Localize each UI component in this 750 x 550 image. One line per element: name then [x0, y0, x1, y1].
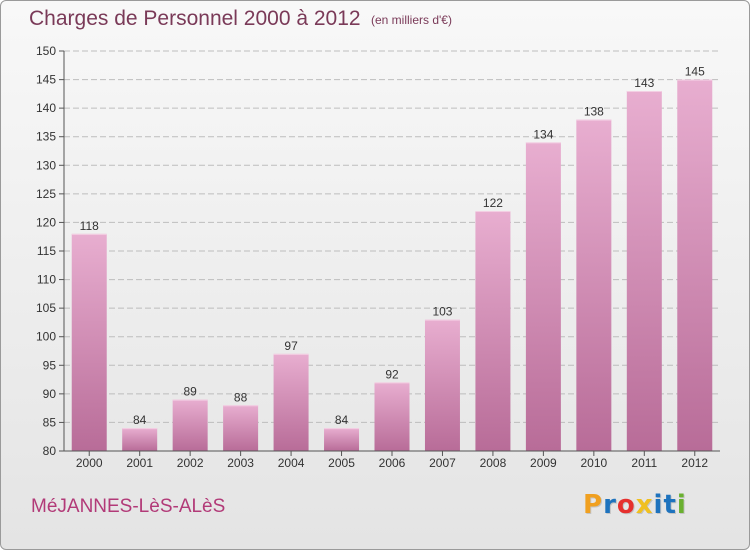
value-label: 138 — [584, 105, 604, 119]
x-tick-label: 2003 — [227, 456, 254, 470]
logo-letter: x — [635, 490, 654, 520]
bar — [223, 405, 259, 451]
value-label: 92 — [385, 367, 399, 381]
chart-title: Charges de Personnel 2000 à 2012 — [29, 7, 361, 30]
proxiti-logo: Proxiti — [583, 490, 687, 520]
y-tick-label: 140 — [36, 101, 56, 115]
logo-letter: t — [663, 490, 677, 520]
logo-letter: P — [583, 490, 604, 520]
logo-letter: o — [616, 490, 636, 520]
y-tick-label: 80 — [43, 444, 57, 458]
bar — [374, 382, 410, 451]
logo-letter: r — [603, 490, 617, 520]
y-tick-label: 85 — [43, 415, 57, 429]
value-label: 84 — [335, 413, 349, 427]
x-tick-label: 2009 — [530, 456, 557, 470]
y-tick-label: 90 — [43, 387, 57, 401]
chart-subtitle: (en milliers d'€) — [371, 13, 452, 27]
bar — [324, 428, 360, 451]
x-tick-label: 2012 — [681, 456, 708, 470]
value-label: 84 — [133, 413, 147, 427]
x-tick-label: 2010 — [580, 456, 607, 470]
value-label: 89 — [183, 385, 197, 399]
y-tick-label: 145 — [36, 73, 56, 87]
x-tick-label: 2000 — [76, 456, 103, 470]
y-tick-label: 120 — [36, 215, 56, 229]
y-tick-label: 95 — [43, 358, 57, 372]
value-label: 118 — [80, 219, 99, 233]
y-tick-label: 150 — [36, 44, 56, 58]
value-label: 122 — [483, 196, 503, 210]
bar — [626, 91, 662, 451]
value-label: 103 — [432, 305, 452, 319]
bar — [71, 233, 107, 451]
value-label: 97 — [284, 339, 298, 353]
x-tick-label: 2005 — [328, 456, 355, 470]
bar — [122, 428, 158, 451]
y-tick-label: 100 — [36, 330, 56, 344]
value-label: 134 — [533, 127, 553, 141]
y-tick-label: 130 — [36, 158, 56, 172]
bar — [677, 79, 713, 452]
value-label: 88 — [234, 390, 248, 404]
y-tick-label: 110 — [37, 273, 56, 287]
x-tick-label: 2007 — [429, 456, 456, 470]
axes: 80 85 90 95 100 105 110 115 120 125 130 135 140 145 15… — [36, 44, 720, 470]
bar — [273, 353, 309, 451]
x-tick-label: 2008 — [480, 456, 507, 470]
x-tick-label: 2002 — [177, 456, 204, 470]
bar — [475, 211, 511, 451]
bar — [576, 119, 612, 452]
bar — [172, 399, 208, 451]
x-tick-label: 2004 — [278, 456, 305, 470]
y-tick-label: 125 — [36, 187, 56, 201]
logo-letter: i — [676, 490, 687, 520]
x-tick-label: 2001 — [126, 456, 153, 470]
bar — [525, 142, 561, 451]
commune-name: MéJANNES-LèS-ALèS — [31, 496, 226, 517]
y-tick-label: 135 — [36, 130, 56, 144]
value-label: 145 — [685, 65, 705, 79]
y-tick-label: 115 — [37, 244, 56, 258]
x-tick-label: 2011 — [631, 456, 657, 470]
y-tick-label: 105 — [36, 301, 56, 315]
bar — [424, 319, 460, 451]
x-tick-label: 2006 — [379, 456, 406, 470]
bars: 118 84 89 88 97 84 92 103 122 134 138 143 145 — [71, 65, 713, 452]
value-label: 143 — [634, 76, 654, 90]
logo-letter: i — [653, 490, 664, 520]
